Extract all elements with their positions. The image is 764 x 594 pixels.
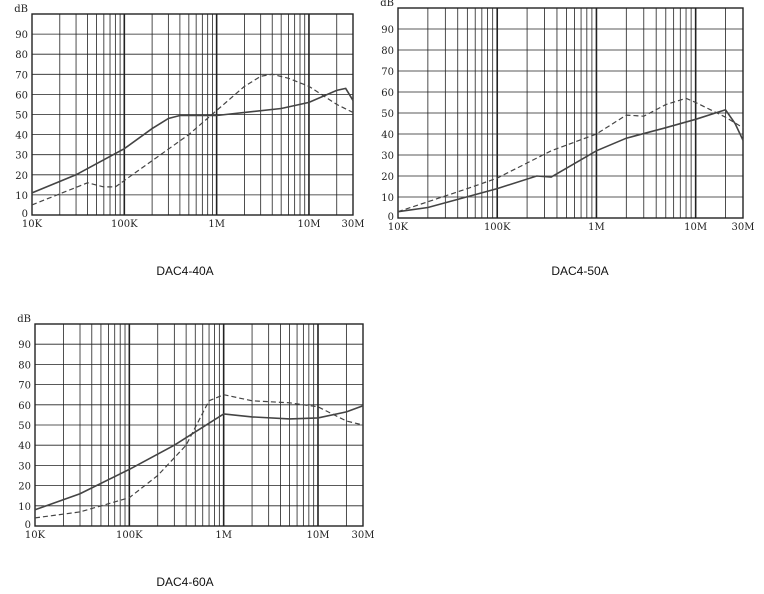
y-tick-label: 40: [18, 441, 31, 452]
chart-title: DAC4-50A: [551, 264, 608, 278]
y-tick-label: 80: [18, 360, 31, 371]
x-tick-label: 30M: [342, 219, 365, 230]
y-tick-label: 70: [381, 67, 394, 78]
y-tick-label: 20: [15, 171, 28, 182]
series-line-solid: [397, 108, 744, 213]
y-tick-label: 60: [381, 88, 394, 99]
x-tick-label: 10M: [307, 530, 330, 541]
y-tick-label: 90: [381, 25, 394, 36]
y-tick-label: 50: [381, 109, 394, 120]
y-tick-label: 60: [15, 90, 28, 101]
y-tick-label: 10: [18, 502, 31, 513]
y-tick-label: 10: [15, 191, 28, 202]
x-tick-label: 100K: [111, 219, 138, 230]
y-tick-label: 80: [381, 46, 394, 57]
x-tick-label: 30M: [732, 222, 755, 233]
y-axis-label: dB: [380, 0, 394, 9]
y-tick-label: 80: [15, 50, 28, 61]
y-tick-label: 30: [381, 151, 394, 162]
y-tick-label: 0: [388, 212, 394, 223]
x-tick-label: 10K: [388, 222, 409, 233]
chart-title: DAC4-40A: [156, 264, 213, 278]
chart-dac4-50a: 0 10 20 30 40 50 60 70 80 90 dB 10K 100K 1M 10M 30M DAC4…: [380, 0, 754, 278]
y-tick-label: 70: [15, 70, 28, 81]
x-tick-label: 30M: [352, 530, 375, 541]
x-tick-label: 1M: [208, 219, 225, 230]
plot-frame: [31, 13, 354, 216]
series-line-dashed: [31, 73, 354, 206]
x-tick-label: 1M: [215, 530, 232, 541]
y-tick-label: 50: [18, 421, 31, 432]
x-tick-label: 100K: [116, 530, 143, 541]
x-tick-label: 1M: [588, 222, 605, 233]
x-tick-label: 10K: [22, 219, 43, 230]
y-axis-label: dB: [17, 314, 31, 325]
y-tick-label: 0: [22, 209, 28, 220]
y-tick-label: 10: [381, 193, 394, 204]
y-tick-label: 70: [18, 381, 31, 392]
series-line-solid: [31, 87, 354, 194]
x-tick-label: 10K: [25, 530, 46, 541]
y-tick-label: 40: [15, 131, 28, 142]
x-tick-label: 100K: [484, 222, 511, 233]
y-tick-label: 20: [381, 172, 394, 183]
chart-dac4-60a: 0 10 20 30 40 50 60 70 80 90 dB 10K 100K 1M 10M 30M DAC4…: [17, 314, 374, 589]
y-tick-label: 30: [15, 151, 28, 162]
y-tick-label: 90: [15, 30, 28, 41]
y-tick-label: 20: [18, 482, 31, 493]
series-line-solid: [34, 405, 364, 511]
plot-frame: [397, 7, 744, 219]
y-tick-label: 0: [25, 520, 31, 531]
x-tick-label: 10M: [297, 219, 320, 230]
y-tick-label: 90: [18, 340, 31, 351]
y-tick-label: 50: [15, 111, 28, 122]
series-line-dashed: [397, 97, 744, 213]
chart-dac4-40a: 0 10 20 30 40 50 60 70 80 90 dB 10K 100K 1M 10M 30M DAC4…: [14, 4, 364, 278]
chart-title: DAC4-60A: [156, 575, 213, 589]
y-tick-label: 30: [18, 461, 31, 472]
x-tick-label: 10M: [684, 222, 707, 233]
series-line-dashed: [34, 394, 364, 519]
y-axis-label: dB: [14, 4, 28, 15]
y-tick-label: 40: [381, 130, 394, 141]
y-tick-label: 60: [18, 401, 31, 412]
